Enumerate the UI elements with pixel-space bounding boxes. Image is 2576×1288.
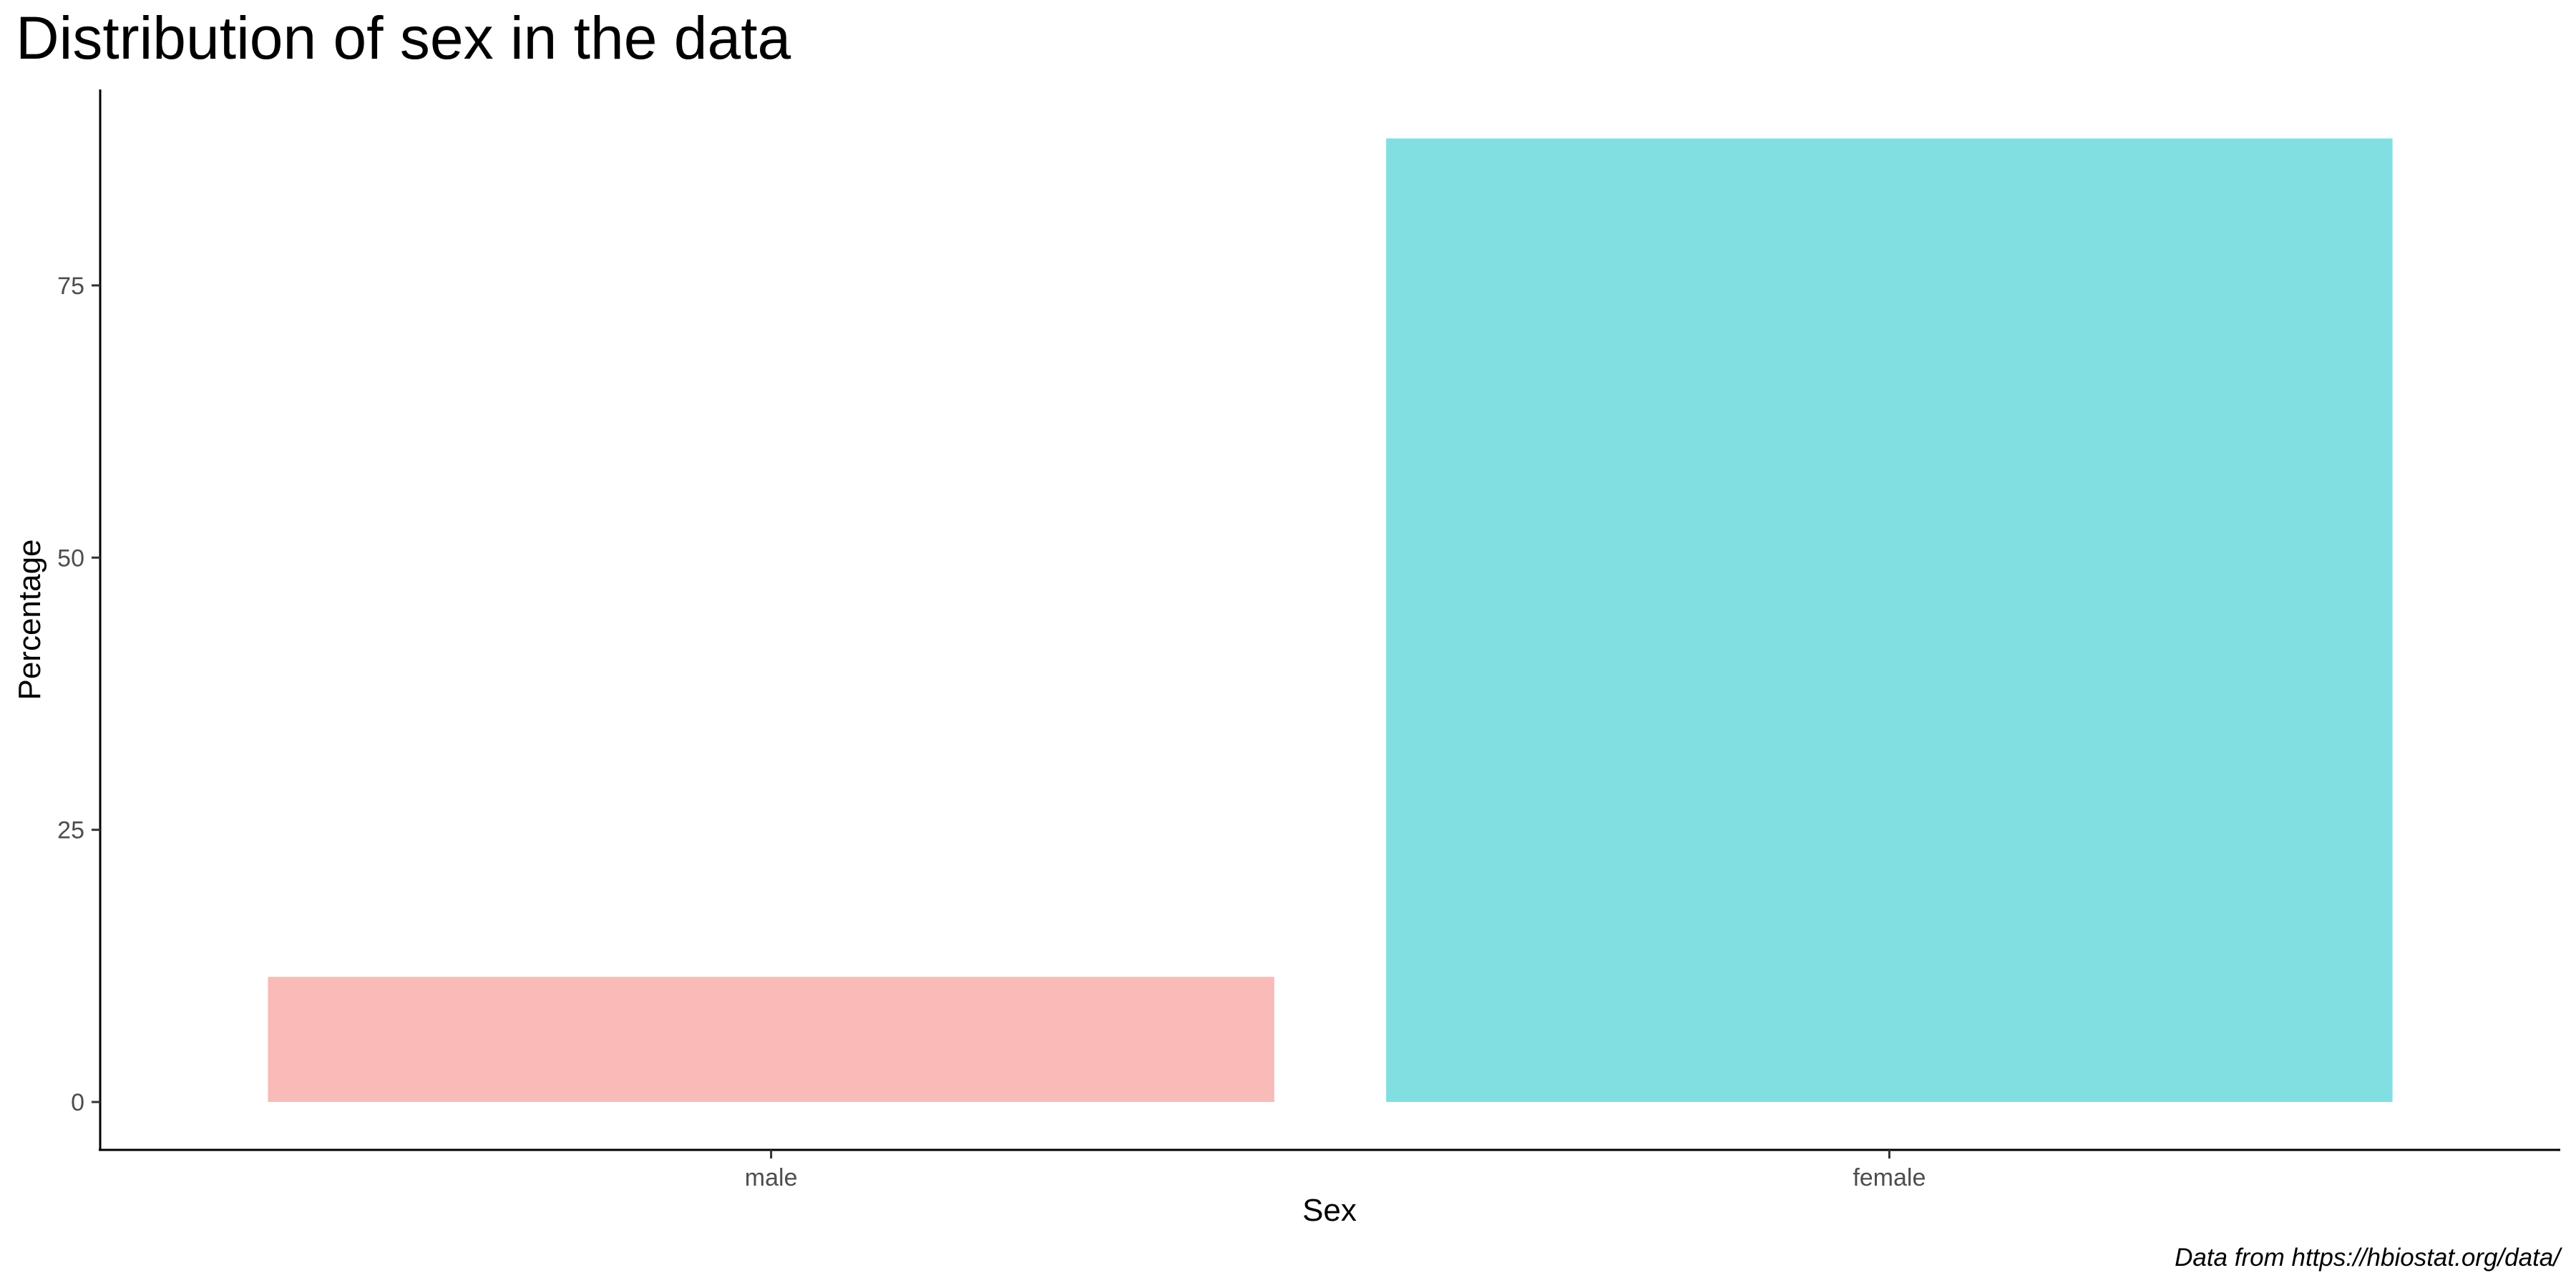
chart-title: Distribution of sex in the data	[16, 4, 791, 72]
x-axis-title: Sex	[1302, 1193, 1357, 1228]
x-ticks: male female	[745, 1150, 1926, 1191]
y-tick-label: 75	[57, 273, 84, 300]
y-tick-label: 25	[57, 817, 84, 844]
bar-female	[1386, 138, 2393, 1103]
x-tick-label-female: female	[1853, 1164, 1926, 1191]
y-ticks: 0 25 50 75	[57, 273, 100, 1116]
x-tick-label-male: male	[745, 1164, 798, 1191]
bars	[268, 138, 2393, 1103]
chart-caption: Data from https://hbiostat.org/data/	[2175, 1244, 2562, 1272]
y-axis-title: Percentage	[12, 539, 47, 700]
y-tick-label: 0	[71, 1089, 84, 1116]
bar-male	[268, 977, 1274, 1103]
y-tick-label: 50	[57, 545, 84, 572]
